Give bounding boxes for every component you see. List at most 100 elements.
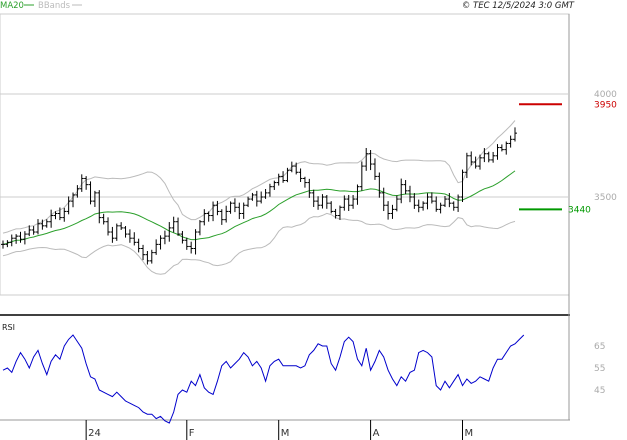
price-bar	[27, 225, 32, 237]
ma-legend-label: MA20	[0, 1, 24, 11]
price-bar	[145, 250, 150, 265]
price-bar	[302, 176, 307, 188]
target-levels: 3950 3440	[519, 100, 617, 215]
price-bar	[84, 176, 89, 190]
price-bar	[364, 147, 369, 171]
price-bar	[22, 231, 27, 245]
price-bar	[324, 195, 329, 209]
price-bar	[123, 226, 128, 238]
price-bar	[215, 200, 220, 216]
bbands-lines	[2, 120, 516, 275]
price-bar	[162, 230, 167, 245]
price-bar	[429, 192, 434, 204]
price-bar	[272, 180, 277, 190]
price-bar	[167, 222, 172, 242]
price-bar	[381, 187, 386, 212]
price-bar	[294, 162, 299, 175]
price-bar	[202, 209, 207, 226]
bb-legend-label: BBands	[38, 1, 71, 11]
price-bar	[320, 194, 325, 209]
price-bar	[351, 195, 356, 209]
price-y-tick-3500: 3500	[594, 193, 617, 203]
price-bar	[246, 196, 251, 208]
price-bar	[106, 217, 111, 236]
price-bar	[40, 219, 45, 230]
price-bar	[154, 239, 159, 255]
price-bar	[101, 213, 106, 225]
price-bar	[66, 196, 71, 215]
price-panel	[0, 13, 570, 296]
price-bar	[421, 201, 426, 211]
x-tick-label: A	[373, 428, 380, 439]
rsi-line	[2, 334, 525, 424]
price-bar	[171, 216, 176, 233]
price-bar	[346, 194, 351, 211]
price-bar	[114, 223, 119, 241]
price-bar	[228, 201, 233, 214]
price-bar	[110, 226, 115, 243]
price-bar	[158, 235, 163, 250]
price-bar	[285, 167, 290, 183]
price-y-ticks: 3500 4000	[594, 90, 617, 203]
price-bar	[289, 161, 294, 173]
price-bar	[359, 161, 364, 191]
price-bar	[482, 148, 487, 163]
price-bar	[44, 219, 49, 228]
price-bar	[250, 192, 255, 201]
rsi-y-tick-55: 55	[594, 364, 605, 374]
price-bar	[259, 191, 264, 204]
bband-upper-line	[2, 120, 516, 234]
rsi-label: RSI	[2, 323, 15, 332]
price-bar	[119, 222, 124, 230]
price-bar	[57, 207, 62, 221]
price-bar	[329, 201, 334, 214]
price-bar	[368, 150, 373, 171]
price-bar	[473, 156, 478, 169]
price-bar	[486, 151, 491, 163]
price-bar	[377, 172, 382, 198]
price-bar	[451, 201, 456, 211]
price-bar	[1, 240, 5, 249]
x-tick-label: M	[281, 428, 290, 439]
price-bar	[71, 192, 76, 208]
price-bar	[403, 180, 408, 195]
price-bar	[97, 190, 102, 224]
price-bar	[390, 204, 395, 219]
price-bar	[513, 127, 517, 142]
price-bar	[491, 151, 496, 163]
price-bar	[355, 184, 360, 205]
price-y-tick-4000: 4000	[594, 90, 617, 100]
price-bar	[372, 158, 377, 180]
price-bar	[206, 211, 211, 222]
upper-target-label: 3950	[594, 100, 617, 110]
price-bar	[267, 183, 272, 197]
price-bar	[412, 193, 417, 209]
price-bar	[237, 202, 242, 220]
price-bar	[211, 201, 216, 222]
price-bar	[127, 229, 132, 243]
source-timestamp: © TEC 12/5/2024 3:0 GMT	[462, 1, 575, 11]
price-bar	[141, 244, 146, 261]
price-bar	[197, 220, 202, 236]
price-bar	[224, 205, 229, 223]
lower-target-label: 3440	[568, 205, 591, 215]
price-bar	[75, 185, 80, 198]
price-bar	[18, 231, 23, 243]
price-bar	[311, 189, 316, 207]
price-bar	[149, 249, 154, 264]
price-bar	[394, 195, 399, 212]
price-bar	[14, 234, 19, 244]
price-bar	[316, 196, 321, 210]
price-bar	[5, 240, 10, 248]
price-bar	[193, 229, 198, 255]
price-bar	[232, 198, 237, 213]
price-bar	[464, 152, 469, 179]
price-bar	[460, 169, 465, 203]
price-bar	[49, 209, 54, 228]
rsi-y-tick-45: 45	[594, 386, 605, 396]
x-tick-label: F	[189, 428, 195, 439]
price-bar	[399, 178, 404, 204]
price-bar	[307, 178, 312, 198]
price-bar	[447, 193, 452, 208]
